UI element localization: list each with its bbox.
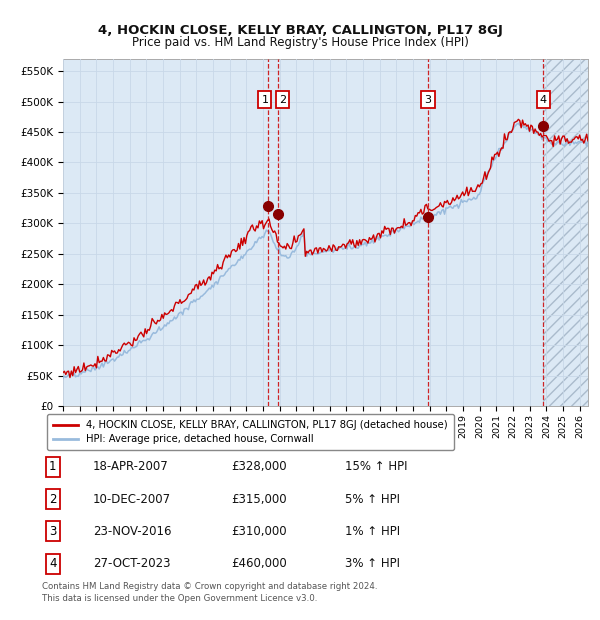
Text: £310,000: £310,000 (231, 525, 287, 538)
Text: 4: 4 (540, 94, 547, 105)
Text: £460,000: £460,000 (231, 557, 287, 570)
Bar (544, 59, 588, 406)
Text: 1: 1 (49, 461, 56, 473)
Text: Price paid vs. HM Land Registry's House Price Index (HPI): Price paid vs. HM Land Registry's House … (131, 36, 469, 49)
Text: 15% ↑ HPI: 15% ↑ HPI (345, 461, 407, 473)
Text: 5% ↑ HPI: 5% ↑ HPI (345, 493, 400, 505)
Text: 4, HOCKIN CLOSE, KELLY BRAY, CALLINGTON, PL17 8GJ: 4, HOCKIN CLOSE, KELLY BRAY, CALLINGTON,… (98, 24, 502, 37)
Legend: 4, HOCKIN CLOSE, KELLY BRAY, CALLINGTON, PL17 8GJ (detached house), HPI: Average: 4, HOCKIN CLOSE, KELLY BRAY, CALLINGTON,… (47, 414, 454, 450)
Text: £315,000: £315,000 (231, 493, 287, 505)
Text: 18-APR-2007: 18-APR-2007 (93, 461, 169, 473)
Text: 10-DEC-2007: 10-DEC-2007 (93, 493, 171, 505)
Text: Contains HM Land Registry data © Crown copyright and database right 2024.
This d: Contains HM Land Registry data © Crown c… (42, 582, 377, 603)
Text: 27-OCT-2023: 27-OCT-2023 (93, 557, 170, 570)
Text: 1: 1 (262, 94, 268, 105)
Text: 3: 3 (49, 525, 56, 538)
Text: £328,000: £328,000 (231, 461, 287, 473)
Text: 4: 4 (49, 557, 56, 570)
Text: 1% ↑ HPI: 1% ↑ HPI (345, 525, 400, 538)
Text: 23-NOV-2016: 23-NOV-2016 (93, 525, 172, 538)
Text: 2: 2 (279, 94, 286, 105)
Text: 2: 2 (49, 493, 56, 505)
Text: 3: 3 (425, 94, 431, 105)
Text: 3% ↑ HPI: 3% ↑ HPI (345, 557, 400, 570)
